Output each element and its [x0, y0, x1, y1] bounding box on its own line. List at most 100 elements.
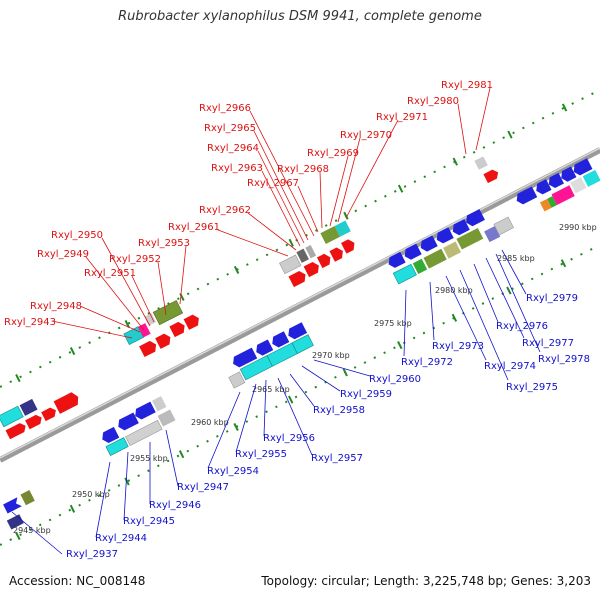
leader-line — [319, 171, 323, 229]
gene-feature — [484, 226, 501, 243]
leader-line — [289, 373, 315, 407]
gene-feature — [296, 248, 309, 263]
gene-label: Rxyl_2978 — [538, 354, 590, 365]
scale-label: 2985 kbp — [497, 254, 535, 263]
gene-feature — [412, 258, 428, 275]
gene-cluster-2972 — [388, 209, 515, 285]
gene-cluster-right-edge — [516, 158, 600, 212]
lower-gene-labels: Rxyl_2937 Rxyl_2944 Rxyl_2945 Rxyl_2946 … — [11, 249, 590, 560]
leader-line — [475, 87, 491, 151]
leader-line — [131, 275, 155, 323]
gene-label: Rxyl_2967 — [247, 178, 299, 189]
leader-line — [261, 170, 301, 247]
leader-line — [247, 212, 297, 251]
gene-feature — [5, 423, 26, 440]
gene-label: Rxyl_2974 — [484, 361, 536, 372]
leader-line — [249, 110, 315, 237]
gene-label: Rxyl_2981 — [441, 80, 493, 91]
leader-line — [277, 377, 313, 456]
gene-feature — [420, 235, 438, 252]
gene-feature — [157, 409, 176, 427]
gene-feature — [20, 490, 35, 506]
gene-feature — [3, 497, 22, 514]
genome-backbone — [0, 147, 600, 463]
gene-feature — [423, 248, 447, 269]
gene-label: Rxyl_2960 — [369, 374, 421, 385]
gene-cluster-left-upper — [0, 392, 79, 440]
scale-label: 2960 kbp — [191, 418, 229, 427]
gene-feature — [452, 219, 470, 236]
track-tick — [288, 395, 294, 404]
leader-line — [403, 289, 407, 357]
gene-feature — [536, 179, 552, 195]
gene-label: Rxyl_2959 — [340, 389, 392, 400]
leader-line — [85, 256, 145, 331]
track-tick — [69, 347, 76, 356]
leader-line — [473, 263, 499, 323]
leader-line — [253, 130, 309, 241]
gene-feature — [547, 196, 557, 208]
scale-label: 2945 kbp — [13, 526, 51, 535]
leader-line — [459, 269, 509, 381]
track-tick — [124, 319, 130, 329]
scale-label: 2990 kbp — [559, 223, 597, 232]
leader-line — [11, 511, 63, 555]
gene-label: Rxyl_2965 — [204, 123, 256, 134]
leader-line — [165, 429, 179, 487]
gene-feature — [320, 225, 341, 244]
gene-label: Rxyl_2968 — [277, 164, 329, 175]
gene-feature — [456, 227, 484, 250]
gene-feature — [483, 169, 499, 184]
lower-dotted-track — [0, 244, 600, 546]
map-title: Rubrobacter xylanophilus DSM 9941, compl… — [118, 9, 482, 24]
track-tick — [560, 259, 567, 268]
gene-label: Rxyl_2970 — [340, 130, 392, 141]
gene-label: Rxyl_2964 — [207, 143, 259, 154]
scale-label: 2970 kbp — [312, 351, 350, 360]
accession-text: Accession: NC_008148 — [9, 574, 146, 588]
track-tick — [178, 450, 185, 459]
gene-feature — [266, 342, 298, 367]
gene-feature — [570, 177, 587, 194]
leader-line — [123, 451, 129, 521]
gene-feature — [404, 243, 422, 260]
gene-label: Rxyl_2962 — [199, 205, 251, 216]
gene-label: Rxyl_2944 — [95, 533, 147, 544]
gene-feature — [102, 426, 120, 444]
gene-feature — [169, 321, 185, 338]
gene-label: Rxyl_2973 — [432, 341, 484, 352]
track-tick — [343, 211, 349, 220]
gene-label: Rxyl_2969 — [307, 148, 359, 159]
gene-label: Rxyl_2957 — [311, 453, 363, 464]
gene-features — [0, 156, 600, 530]
scale-label: 2965 kbp — [252, 385, 290, 394]
leader-line — [345, 119, 399, 219]
gene-label: Rxyl_2971 — [376, 112, 428, 123]
gene-feature — [329, 247, 343, 262]
gene-feature — [118, 412, 139, 431]
upper-gene-labels: Rxyl_2943 Rxyl_2948 Rxyl_2949 Rxyl_2950 … — [4, 80, 493, 339]
gene-label: Rxyl_2951 — [84, 268, 136, 279]
leader-line — [429, 281, 435, 341]
gene-feature — [279, 254, 302, 275]
leader-line — [313, 359, 371, 377]
gene-label: Rxyl_2947 — [177, 482, 229, 493]
gene-label: Rxyl_2966 — [199, 103, 251, 114]
gene-feature — [135, 401, 156, 420]
track-tick — [233, 422, 239, 431]
track-tick — [397, 341, 403, 350]
gene-feature — [256, 339, 274, 356]
gene-feature — [561, 166, 577, 182]
gene-feature — [139, 340, 157, 358]
gene-label: Rxyl_2937 — [66, 549, 118, 560]
gene-label: Rxyl_2963 — [211, 163, 263, 174]
gene-feature — [155, 333, 171, 349]
gene-feature — [19, 398, 38, 416]
leader-line — [51, 320, 133, 339]
gene-label: Rxyl_2953 — [138, 238, 190, 249]
leader-line — [95, 461, 111, 538]
track-tick — [452, 157, 458, 166]
leader-line — [501, 249, 527, 295]
gene-feature — [443, 241, 462, 259]
gene-feature — [41, 407, 56, 422]
